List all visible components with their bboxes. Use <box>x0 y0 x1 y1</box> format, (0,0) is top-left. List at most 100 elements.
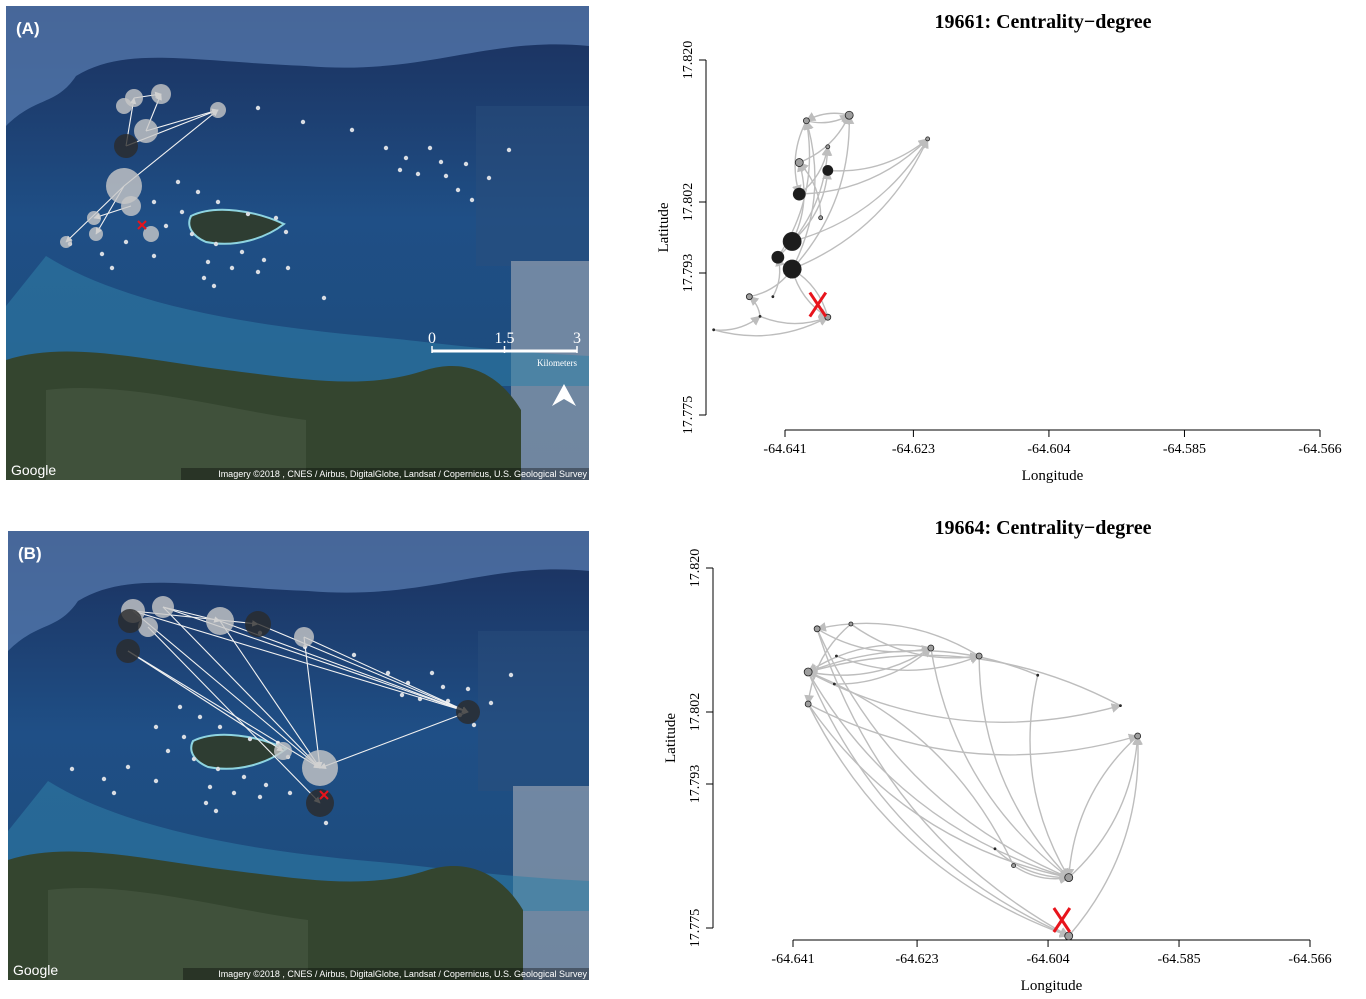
site-dot <box>248 737 252 741</box>
site-dot <box>464 162 468 166</box>
site-dot <box>112 791 116 795</box>
target-marker <box>1054 908 1070 932</box>
x-tick-label: -64.641 <box>771 952 814 967</box>
imagery-tile <box>478 631 589 791</box>
map-node <box>87 211 101 225</box>
site-dot <box>70 767 74 771</box>
site-dot <box>214 809 218 813</box>
edge <box>808 672 1120 722</box>
site-dot <box>507 148 511 152</box>
x-tick-label: -64.641 <box>763 442 806 457</box>
site-dot <box>352 653 356 657</box>
y-tick-label: 17.775 <box>681 396 696 435</box>
site-dot <box>470 198 474 202</box>
edge <box>1069 736 1138 878</box>
site-dot <box>301 120 305 124</box>
node <box>1119 705 1121 707</box>
site-dot <box>154 779 158 783</box>
panel-label: (B) <box>18 544 42 563</box>
map-credit: Imagery ©2018 , CNES / Airbus, DigitalGl… <box>218 969 587 979</box>
node <box>814 626 820 632</box>
y-tick-label: 17.802 <box>681 183 696 222</box>
scale-label: 0 <box>428 330 436 347</box>
site-dot <box>102 777 106 781</box>
site-dot <box>256 270 260 274</box>
site-dot <box>428 146 432 150</box>
site-dot <box>456 188 460 192</box>
node <box>759 315 761 317</box>
map-node <box>116 98 132 114</box>
edge <box>792 139 928 269</box>
x-axis-title: Longitude <box>1022 468 1084 484</box>
site-dot <box>166 749 170 753</box>
edge <box>808 672 1069 878</box>
site-dot <box>246 212 250 216</box>
x-tick-label: -64.566 <box>1298 442 1341 457</box>
site-dot <box>214 242 218 246</box>
node <box>926 137 930 141</box>
node <box>819 216 823 220</box>
map-node <box>134 119 158 143</box>
y-axis-title: Latitude <box>663 713 679 763</box>
map-node <box>206 607 234 635</box>
node <box>849 622 853 626</box>
site-dot <box>230 266 234 270</box>
site-dot <box>182 735 186 739</box>
edge <box>806 115 849 122</box>
node <box>928 645 934 651</box>
edge <box>979 656 1069 878</box>
map-node <box>151 84 171 104</box>
x-tick-label: -64.623 <box>895 952 938 967</box>
node <box>1012 864 1016 868</box>
x-tick-label: -64.566 <box>1288 952 1331 967</box>
site-dot <box>110 266 114 270</box>
site-dot <box>398 168 402 172</box>
node <box>826 145 830 149</box>
page: (A)GoogleImagery ©2018 , CNES / Airbus, … <box>0 0 1366 999</box>
site-dot <box>178 705 182 709</box>
node <box>713 329 715 331</box>
site-dot <box>384 146 388 150</box>
chart-title: 19664: Centrality−degree <box>934 517 1151 539</box>
node <box>805 701 811 707</box>
node <box>1037 674 1039 676</box>
node <box>994 848 996 850</box>
site-dot <box>439 160 443 164</box>
edge <box>792 139 928 242</box>
site-dot <box>441 685 445 689</box>
site-dot <box>322 296 326 300</box>
y-tick-label: 17.802 <box>688 693 703 732</box>
site-dot <box>286 266 290 270</box>
figure: (A)GoogleImagery ©2018 , CNES / Airbus, … <box>0 0 1366 999</box>
site-dot <box>264 783 268 787</box>
site-dot <box>124 240 128 244</box>
site-dot <box>288 791 292 795</box>
map-node <box>294 627 314 647</box>
map-node <box>274 742 292 760</box>
edge <box>806 113 849 120</box>
x-tick-label: -64.604 <box>1027 442 1070 457</box>
y-axis-title: Latitude <box>656 202 672 252</box>
site-dot <box>196 190 200 194</box>
map-node <box>60 236 72 248</box>
site-dot <box>216 200 220 204</box>
node <box>746 294 752 300</box>
chart-title: 19661: Centrality−degree <box>934 11 1151 33</box>
node <box>772 296 774 298</box>
node <box>1065 932 1073 940</box>
scale-label: 1.5 <box>495 330 515 347</box>
site-dot <box>198 715 202 719</box>
edge <box>931 648 1069 878</box>
y-tick-label: 17.793 <box>688 765 703 804</box>
edge <box>795 121 806 194</box>
site-dot <box>430 671 434 675</box>
map-node <box>456 700 480 724</box>
panel-label: (A) <box>16 19 40 38</box>
map-node <box>210 102 226 118</box>
site-dot <box>212 284 216 288</box>
site-dot <box>126 765 130 769</box>
x-tick-label: -64.604 <box>1026 952 1069 967</box>
site-dot <box>216 767 220 771</box>
site-dot <box>152 200 156 204</box>
edge <box>1030 675 1069 877</box>
